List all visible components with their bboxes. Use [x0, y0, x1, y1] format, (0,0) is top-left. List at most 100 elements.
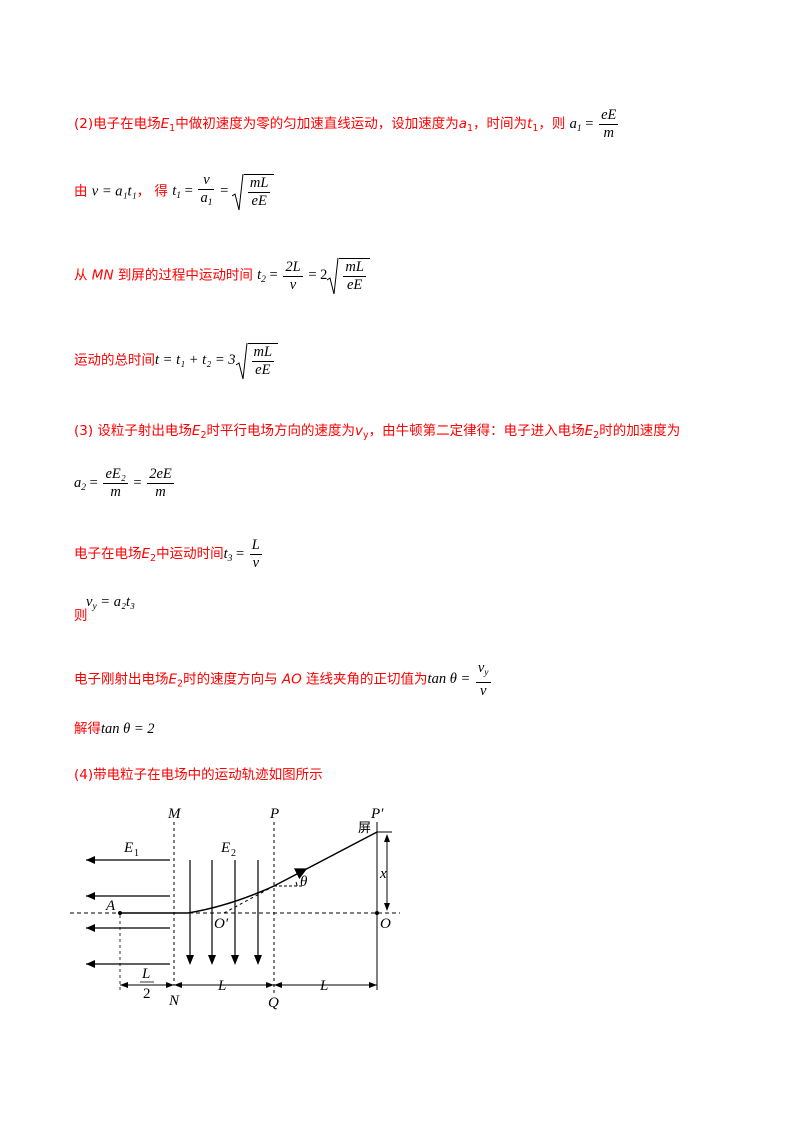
formula-t2-sqrt-frac: mL eE [343, 259, 366, 294]
line-mn-text: 到屏的过程中运动时间 [117, 267, 253, 284]
e2-arrow-1 [186, 955, 194, 965]
formula-tan-num-sub: y [484, 668, 489, 678]
para-2-text2: 中做初速度为零的匀加速直线运动，设加速度为 [175, 115, 459, 132]
formula-t2-den: v [289, 276, 297, 293]
para-3-E-sub-b: 2 [593, 430, 600, 441]
formula-tan-den: v [479, 683, 487, 699]
label-e2-sub: 2 [231, 848, 236, 859]
line-solve: 解得tan θ = 2 [74, 719, 155, 739]
formula-t2-frac: 2L v [283, 258, 303, 294]
para-3: (3) 设粒子射出电场E2时平行电场方向的速度为vy，由牛顿第二定律得：电子进入… [74, 421, 680, 446]
formula-tan-num: vy [475, 660, 491, 683]
dim-l2-arrow-left [120, 982, 128, 988]
formula-t1-sqrt-den: eE [251, 193, 267, 209]
formula-t3-sub: 3 [227, 553, 233, 564]
para-2-text4: ，则 [538, 115, 566, 132]
para-3-E-sub: 2 [200, 430, 207, 441]
formula-a1-den: m [603, 125, 614, 141]
dim-l2-arrow-right [166, 982, 174, 988]
line-total-text: 运动的总时间 [74, 352, 155, 369]
formula-a1-lhs: a [569, 115, 577, 132]
para-3-v-sub: y [363, 430, 369, 441]
formula-t1-sqrt-num: mL [247, 175, 271, 193]
label-o-prime: O′ [214, 916, 229, 932]
formula-t1-sub: 1 [176, 191, 182, 202]
e2-arrow-3 [231, 955, 239, 965]
formula-t2-sqrt-num: mL [343, 259, 366, 277]
label-p: P [269, 806, 279, 822]
formula-a1: a1 = eE m [569, 107, 619, 141]
formula-v: v = a₁t₁ [91, 183, 137, 200]
formula-a1-lhs-sub: 1 [576, 123, 582, 134]
formula-tan-frac: vy v [475, 660, 491, 700]
label-n: N [168, 993, 180, 1009]
formula-t2-num: 2L [283, 258, 303, 277]
formula-a1-frac: eE m [599, 107, 619, 142]
label-screen: 屏 [358, 821, 371, 836]
line-tan-E-sub: 2 [177, 678, 184, 690]
formula-t2-coef: 2 [320, 267, 328, 284]
formula-a2-num2: 2eE [147, 466, 174, 484]
label-l-mid: L [217, 978, 226, 994]
e2-arrow-4 [254, 955, 262, 965]
para-4: (4)带电粒子在电场中的运动轨迹如图所示 [74, 765, 323, 785]
label-x: x [379, 866, 387, 882]
formula-t1-den: a1 [198, 190, 214, 212]
para-3-E: E [191, 423, 201, 439]
extension-dashed [223, 885, 275, 914]
formula-vy-sub: y [92, 602, 97, 612]
line-mn: 从 MN 到屏的过程中运动时间 t2 = 2L v = 2 mL eE [74, 257, 370, 295]
dim-l-mid-arrow-left [174, 982, 182, 988]
formula-a2-den1: m [110, 484, 121, 500]
para-3-text: (3) 设粒子射出电场 [74, 423, 192, 439]
label-l2-num: L [141, 966, 150, 982]
formula-a2-frac2: 2eE m [147, 466, 174, 501]
e1-arrow-1 [86, 856, 95, 864]
formula-t1-num: v [198, 172, 215, 190]
label-l2-den: 2 [143, 986, 151, 1002]
label-q: Q [268, 995, 279, 1010]
formula-t1-sqrt: mL eE [231, 173, 275, 211]
label-m: M [167, 806, 182, 822]
line-t3-E-sub: 2 [150, 552, 157, 564]
line-v-prefix: 由 [74, 183, 88, 200]
formula-t1: t1 = v a1 = mL eE [172, 172, 275, 211]
formula-t2-lhs: t [257, 267, 262, 284]
formula-a1-num: eE [599, 107, 619, 125]
line-v: 由 v = a₁t₁， 得 t1 = v a1 = mL eE [74, 172, 275, 212]
label-p-prime: P′ [370, 806, 384, 822]
para-2-a: a [458, 115, 467, 132]
para-2-text: (2)电子在电场 [74, 115, 161, 132]
label-e1: E [123, 840, 133, 856]
label-a: A [105, 898, 116, 914]
label-e2: E [220, 840, 230, 856]
para-2-t: t [527, 115, 533, 132]
trajectory-diagram: M P P′ 屏 E 1 E 2 θ x A O′ O L 2 L L N Q [70, 806, 400, 1010]
formula-t2-sqrt: mL eE [327, 257, 370, 295]
para-3-text2: 时平行电场方向的速度为 [206, 423, 356, 439]
formula-t2: t2 = 2L v = 2 mL eE [257, 257, 370, 295]
formula-total-den: eE [255, 362, 271, 378]
formula-vy-rhs: = a₂t₃ [100, 594, 136, 610]
formula-t1-frac: v a1 [198, 172, 215, 212]
formula-total-frac: mL eE [251, 344, 275, 379]
line-t3-text2: 中运动时间 [156, 545, 224, 562]
formula-a2-sub: 2 [81, 482, 86, 493]
formula-t1-lhs: t [172, 183, 177, 200]
para-4-text: (4)带电粒子在电场中的运动轨迹如图所示 [74, 767, 323, 783]
line-tan: 电子刚射出电场E2时的速度方向与 AO 连线夹角的正切值为tan θ = vy v [74, 660, 493, 700]
formula-vy: vy = a₂t₃ [86, 592, 135, 617]
formula-total-num: mL [251, 344, 275, 362]
point-o [375, 911, 379, 915]
para-2-t-sub: 1 [532, 122, 539, 134]
formula-total-lhs: t = t₁ + t₂ = 3 [155, 352, 236, 369]
formula-t1-den-sub: 1 [207, 198, 213, 208]
line-a2: a2 = eE₂ m = 2eE m [74, 466, 176, 501]
formula-a2-frac1: eE₂ m [103, 466, 128, 501]
formula-t1-den-a: a [200, 190, 208, 206]
line-t3-text: 电子在电场 [74, 545, 142, 562]
line-t3-E: E [141, 545, 151, 562]
trajectory-line [273, 831, 378, 887]
